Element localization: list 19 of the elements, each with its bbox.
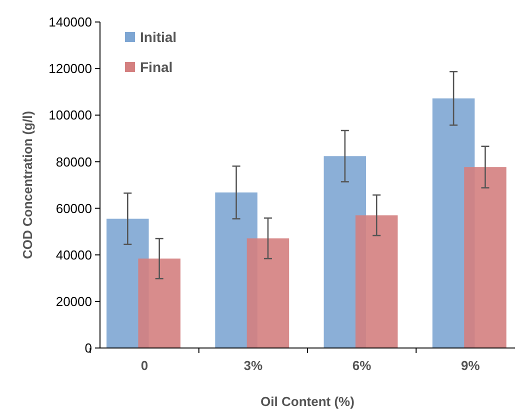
bar: [355, 215, 398, 348]
y-tick-label: 80000: [56, 154, 92, 170]
bar: [138, 258, 180, 348]
x-tick-label: 3%: [244, 358, 264, 373]
y-tick-label: 100000: [48, 108, 92, 123]
y-tick-label: 20000: [56, 294, 92, 309]
y-tick-label: 120000: [48, 61, 92, 76]
bar: [464, 167, 506, 348]
x-tick-label: 0: [140, 358, 148, 373]
x-tick-label: 9%: [461, 358, 480, 373]
x-tick-label: 6%: [352, 358, 372, 373]
y-tick-label: 60000: [56, 200, 92, 216]
y-tick-label: 40000: [56, 247, 92, 262]
y-axis-title: COD Concentration (g/l): [20, 110, 35, 260]
bar: [246, 238, 290, 348]
legend-label: Final: [140, 58, 173, 75]
x-axis-title: Oil Content (%): [260, 394, 354, 409]
y-tick-label: 140000: [48, 14, 92, 30]
legend-label: Initial: [140, 28, 177, 45]
